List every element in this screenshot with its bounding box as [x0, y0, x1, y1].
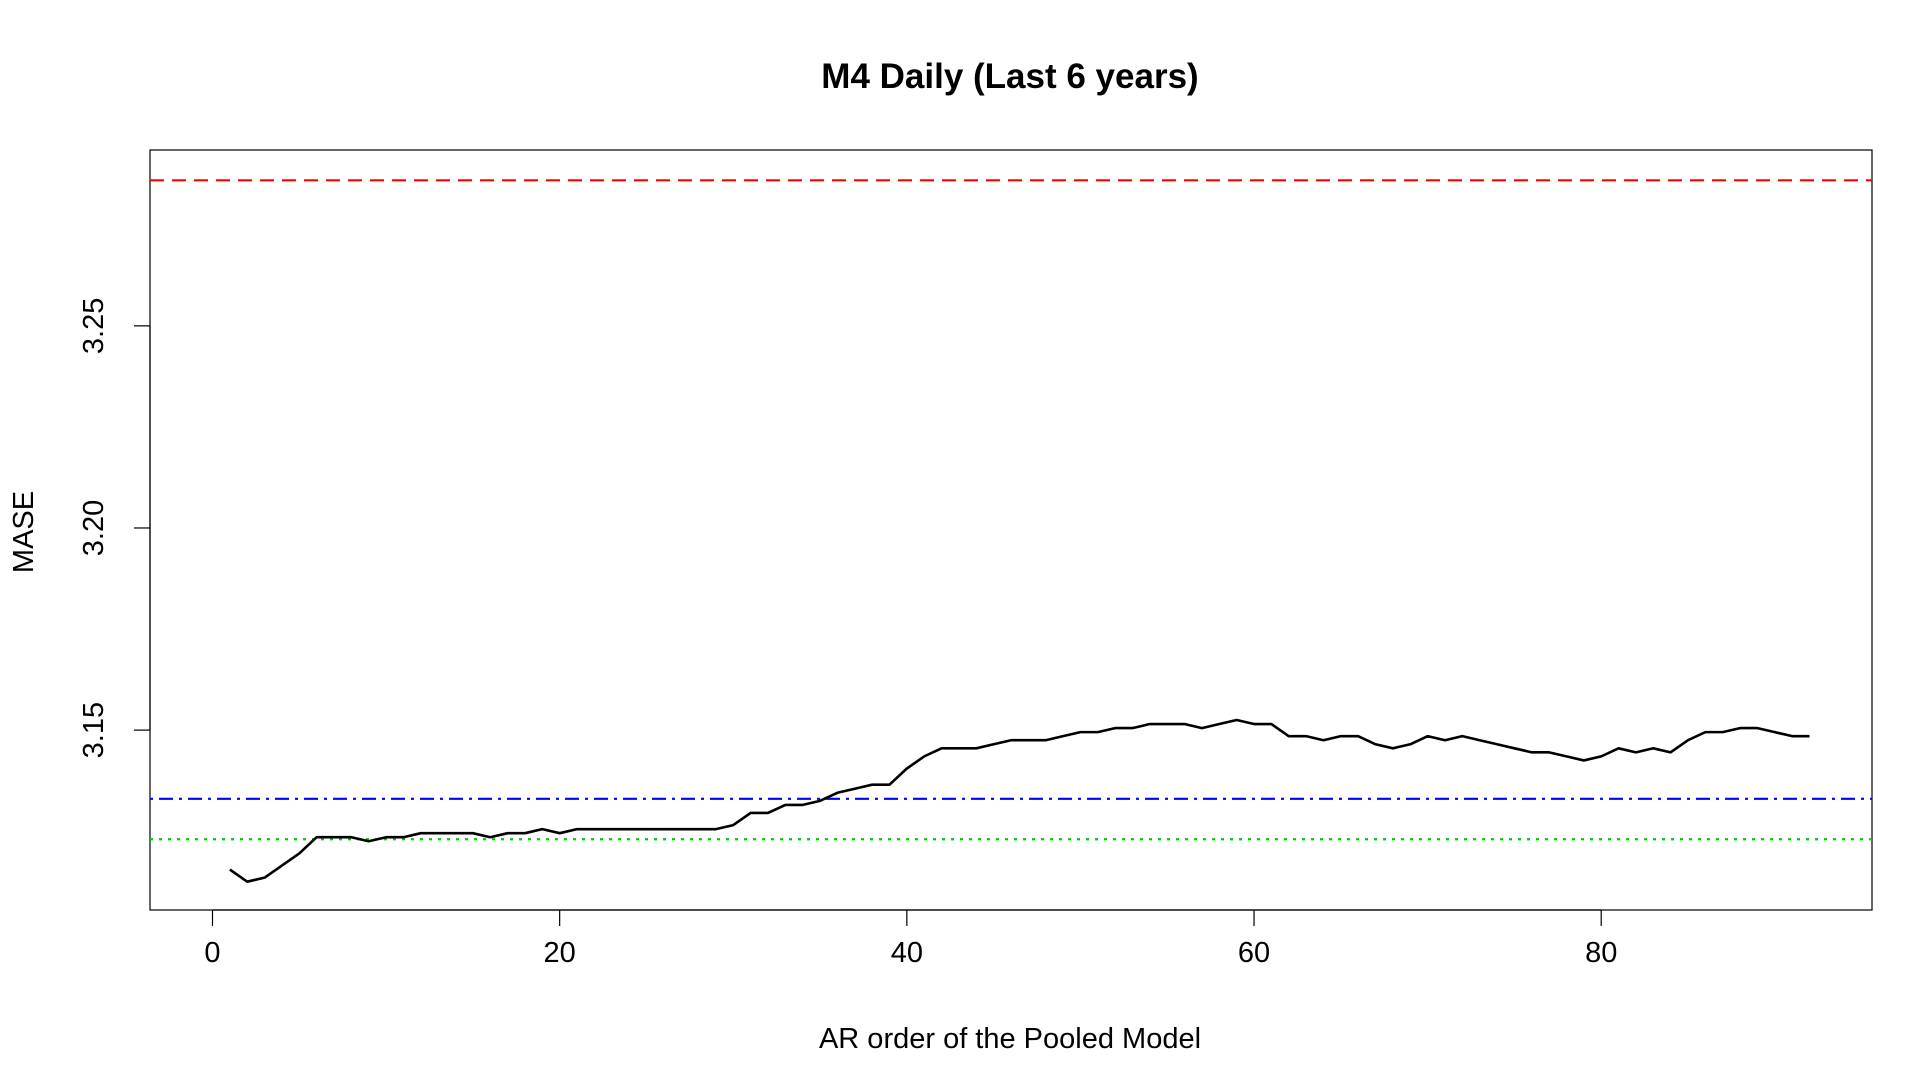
y-tick-label: 3.25 [78, 298, 110, 354]
chart-title: M4 Daily (Last 6 years) [821, 57, 1198, 96]
x-axis-label: AR order of the Pooled Model [819, 1023, 1201, 1055]
y-axis: 3.15 3.20 3.25 [78, 298, 151, 758]
x-tick-label: 40 [891, 937, 923, 969]
x-tick-label: 20 [544, 937, 576, 969]
y-tick-label: 3.20 [78, 500, 110, 556]
plot-frame [149, 149, 1873, 911]
x-axis: 0 20 40 60 80 [204, 909, 1617, 969]
series-layer [229, 718, 1810, 884]
y-tick-label: 3.15 [78, 702, 110, 758]
x-tick-label: 60 [1238, 937, 1270, 969]
series-line-1 [229, 718, 1810, 884]
x-tick-label: 0 [204, 937, 220, 969]
reference-lines [150, 179, 1872, 841]
y-axis-label: MASE [8, 491, 40, 573]
x-tick-label: 80 [1585, 937, 1617, 969]
